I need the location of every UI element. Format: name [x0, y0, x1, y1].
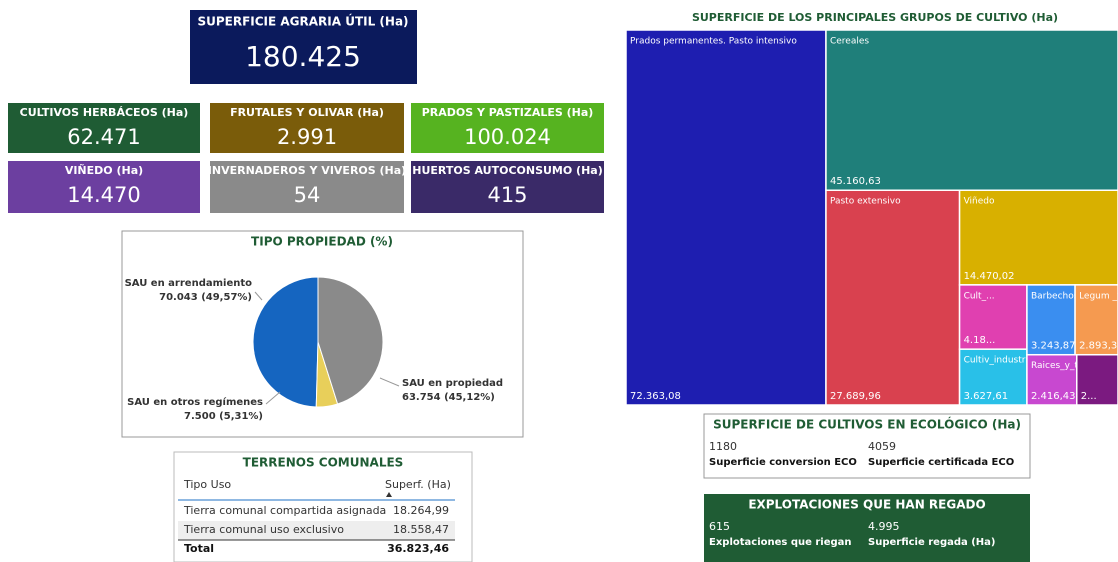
treemap-labels: Viñedo 14.470,02 — [964, 197, 1015, 282]
treemap-labels: Barbechos 3.243,87 — [1031, 291, 1079, 352]
table-header: Superf. (Ha) — [385, 478, 451, 491]
table-panel — [173, 451, 473, 562]
treemap-labels: Prados permanentes. Pasto intensivo 72.36… — [630, 37, 797, 403]
treemap-value-label: 2.416,43 — [1031, 391, 1076, 402]
pie-label: SAU en otros regímenes — [127, 396, 263, 408]
pie-label: SAU en propiedad — [402, 378, 503, 389]
treemap-cell — [1076, 353, 1118, 406]
kpi-value: 100.024 — [464, 125, 551, 149]
kpi-value: 180.425 — [245, 40, 361, 73]
kpi-title: INVERNADEROS Y VIVEROS (Ha) — [208, 164, 406, 177]
row-band — [178, 521, 455, 540]
treemap-labels: Pasto extensivo 27.689,96 — [830, 197, 901, 402]
riego-value: 4.995 — [868, 520, 900, 533]
riego-label: Explotaciones que riegan — [709, 537, 852, 548]
treemap-cell — [958, 348, 1028, 406]
treemap-labels: Legum _y_... 2.893,34 — [1079, 291, 1118, 351]
treemap-value-label: 27.689,96 — [830, 391, 881, 402]
kpi-value: 14.470 — [67, 183, 140, 207]
treemap-cell — [958, 189, 1118, 286]
table-total: 36.823,46 — [387, 542, 449, 555]
kpi-title: FRUTALES Y OLIVAR (Ha) — [230, 106, 384, 119]
pie-title: TIPO PROPIEDAD (%) — [251, 235, 393, 249]
treemap-labels: Cereales 45.160,63 — [830, 37, 881, 188]
kpi-card — [8, 103, 200, 153]
treemap-value-label: 14.470,02 — [964, 271, 1015, 282]
treemap-value-label: 3.627,61 — [964, 391, 1009, 402]
treemap-label: Cult_... — [964, 291, 995, 301]
treemap-labels: Cultiv_industria... 3.627,61 — [964, 356, 1042, 402]
treemap-value-label: 45.160,63 — [830, 176, 881, 187]
kpi-card — [210, 161, 404, 213]
pie-value-label: 70.043 (49,57%) — [159, 292, 252, 303]
leader-line — [254, 291, 263, 301]
treemap-labels: Cult_... 4.18... — [964, 291, 996, 346]
kpi-card — [411, 103, 604, 153]
table-cell: 18.558,47 — [393, 523, 449, 536]
treemap-label: Legum _y_... — [1079, 291, 1118, 301]
leader-line — [379, 377, 400, 387]
table-cell: Tierra comunal compartida asignada — [183, 504, 386, 517]
treemap-value-label: 3.243,87 — [1031, 341, 1076, 352]
treemap-cell — [1026, 353, 1078, 406]
treemap-label: Viñedo — [964, 197, 995, 207]
treemap-cell — [1074, 284, 1118, 356]
kpi-card — [411, 161, 604, 213]
kpi-title: SUPERFICIE AGRARIA ÚTIL (Ha) — [197, 14, 408, 29]
treemap-label: Cultiv_industria... — [964, 356, 1042, 366]
riego-title: EXPLOTACIONES QUE HAN REGADO — [748, 498, 985, 512]
pie-label: SAU en arrendamiento — [125, 278, 253, 289]
riego-panel — [704, 494, 1030, 562]
kpi-title: HUERTOS AUTOCONSUMO (Ha) — [412, 164, 603, 177]
treemap-cell — [825, 29, 1118, 191]
eco-title: SUPERFICIE DE CULTIVOS EN ECOLÓGICO (Ha) — [713, 417, 1021, 432]
kpi-title: VIÑEDO (Ha) — [65, 164, 143, 177]
table-header: Tipo Uso — [183, 478, 231, 491]
treemap-label: Barbechos — [1031, 291, 1079, 301]
pie-value-label: 7.500 (5,31%) — [184, 411, 263, 422]
treemap-value-label: 72.363,08 — [630, 391, 681, 402]
treemap-cell — [825, 189, 961, 406]
kpi-value: 415 — [487, 183, 527, 207]
kpi-card — [190, 10, 417, 84]
kpi-card — [210, 103, 404, 153]
treemap-label: Pasto extensivo — [830, 197, 901, 207]
kpi-title: CULTIVOS HERBÁCEOS (Ha) — [20, 106, 189, 119]
eco-value: 4059 — [868, 440, 896, 453]
kpi-card — [8, 161, 200, 213]
treemap-value-label: 4.18... — [964, 335, 996, 346]
treemap-title: SUPERFICIE DE LOS PRINCIPALES GRUPOS DE … — [692, 11, 1058, 24]
eco-value: 1180 — [709, 440, 737, 453]
table-cell: 18.264,99 — [393, 504, 449, 517]
kpi-value: 54 — [294, 183, 321, 207]
pie-value-label: 63.754 (45,12%) — [402, 392, 495, 403]
table-cell: Tierra comunal uso exclusivo — [183, 523, 344, 536]
sort-arrow — [386, 492, 392, 497]
kpi-title: PRADOS Y PASTIZALES (Ha) — [422, 106, 594, 119]
kpi-value: 62.471 — [67, 125, 140, 149]
kpi-value: 2.991 — [277, 125, 337, 149]
treemap-label: Cereales — [830, 37, 869, 47]
table-total: Total — [184, 542, 214, 555]
treemap-value-label: 2.893,34 — [1079, 341, 1118, 352]
eco-panel — [703, 413, 1031, 479]
treemap-label: Prados permanentes. Pasto intensivo — [630, 37, 797, 47]
treemap-value-label: 2... — [1081, 391, 1097, 402]
treemap-cell — [625, 29, 827, 406]
riego-value: 615 — [709, 520, 730, 533]
leader-line — [265, 391, 281, 405]
treemap-labels: 2... — [1081, 391, 1097, 402]
table-title: TERRENOS COMUNALES — [243, 456, 404, 470]
treemap-labels: Raices_y_t... 2.416,43 — [1031, 361, 1087, 402]
riego-label: Superficie regada (Ha) — [868, 537, 996, 548]
pie-slice — [317, 276, 384, 405]
pie-slice — [252, 276, 319, 408]
treemap-label: Raices_y_t... — [1031, 361, 1087, 371]
eco-label: Superficie certificada ECO — [868, 457, 1014, 468]
eco-label: Superficie conversion ECO — [709, 457, 857, 468]
